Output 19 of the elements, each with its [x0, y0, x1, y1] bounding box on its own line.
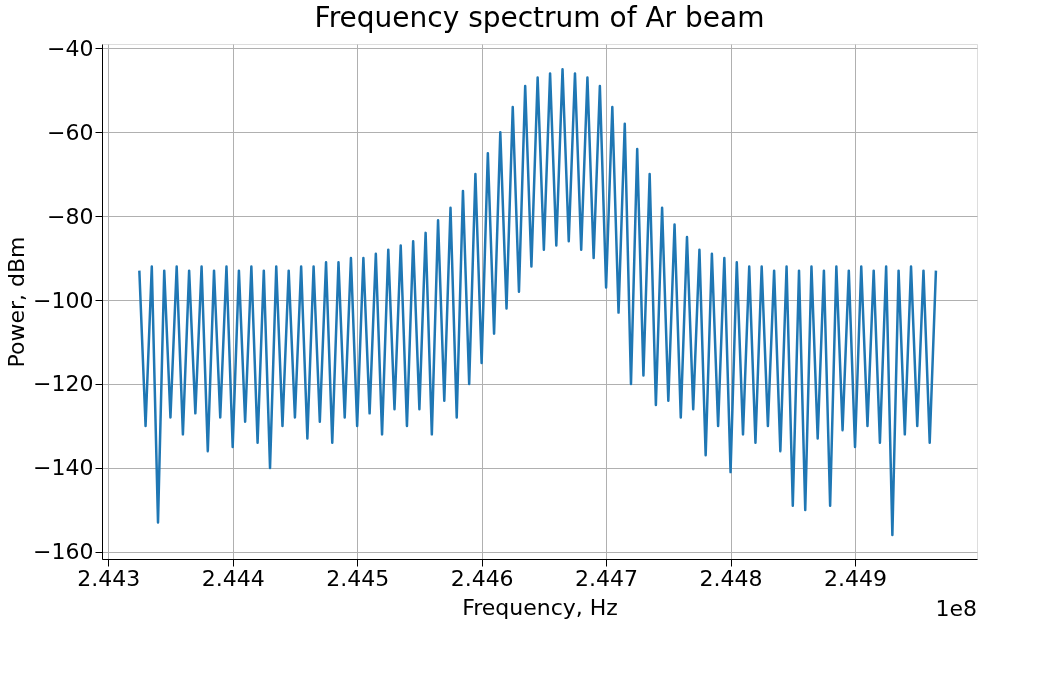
y-tick-label: −160	[33, 539, 94, 565]
x-axis-title: Frequency, Hz	[462, 594, 618, 620]
x-tick-label: 2.446	[450, 565, 514, 591]
line-series	[138, 67, 938, 537]
y-tick-label: −140	[33, 455, 94, 481]
y-tick-label: −120	[33, 371, 94, 397]
x-tick-label: 2.447	[575, 565, 639, 591]
y-axis-title: Power, dBm	[4, 236, 30, 368]
x-tick-label: 2.443	[77, 565, 141, 591]
y-tick-label: −80	[47, 203, 94, 229]
y-tick-label: −60	[47, 119, 94, 145]
y-tick-label: −100	[33, 287, 94, 313]
x-tick-label: 2.448	[699, 565, 763, 591]
x-tick-label: 2.445	[326, 565, 390, 591]
y-tick-label: −40	[47, 35, 94, 61]
x-tick-label: 2.444	[201, 565, 265, 591]
chart-title: Frequency spectrum of Ar beam	[314, 1, 765, 35]
text: 1e8	[935, 596, 977, 621]
x-tick-label: 2.449	[824, 565, 888, 591]
